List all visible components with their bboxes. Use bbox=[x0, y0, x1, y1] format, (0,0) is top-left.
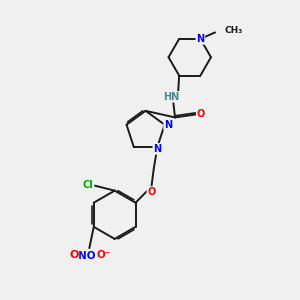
Text: O: O bbox=[147, 187, 156, 197]
Text: NO₂: NO₂ bbox=[78, 251, 100, 261]
Text: O: O bbox=[197, 109, 205, 118]
Text: N: N bbox=[196, 34, 204, 44]
Text: O: O bbox=[69, 250, 79, 260]
Text: O⁻: O⁻ bbox=[96, 250, 111, 260]
Text: CH₃: CH₃ bbox=[224, 26, 243, 35]
Text: HN: HN bbox=[163, 92, 179, 102]
Text: Cl: Cl bbox=[83, 180, 94, 190]
Text: N: N bbox=[153, 144, 161, 154]
Text: N: N bbox=[164, 120, 172, 130]
